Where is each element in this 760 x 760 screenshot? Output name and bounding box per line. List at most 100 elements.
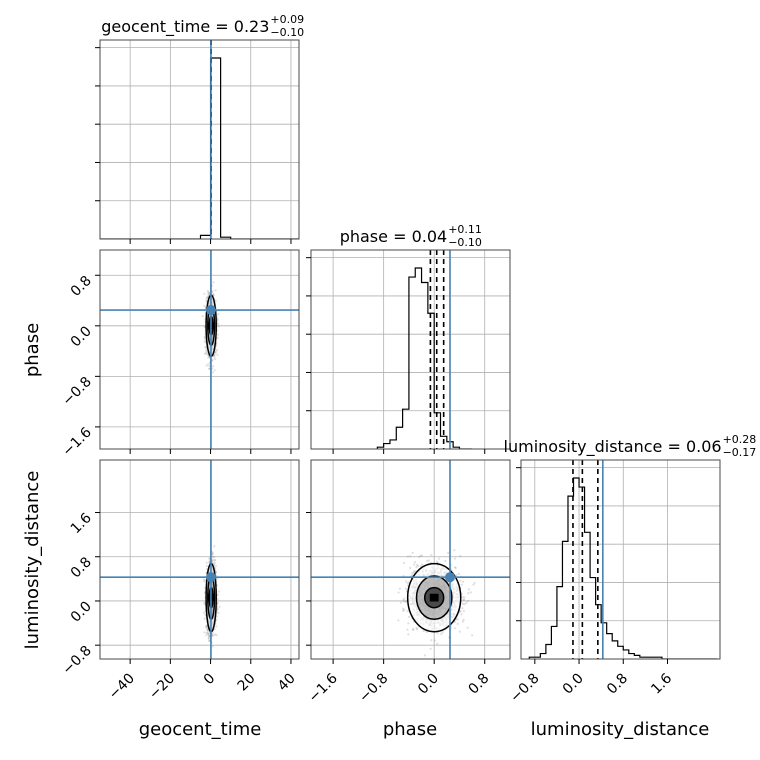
grid-layer bbox=[100, 40, 720, 659]
sample-point bbox=[458, 630, 461, 633]
sample-point bbox=[207, 637, 210, 640]
sample-point bbox=[211, 645, 214, 648]
yaxis-label-luminosity_distance: luminosity_distance bbox=[22, 471, 43, 650]
sample-point bbox=[214, 570, 218, 574]
scatter-panel-geocent_time-phase bbox=[100, 250, 299, 449]
sample-point bbox=[207, 635, 211, 638]
title-plus-luminosity_distance: +0.28 bbox=[723, 433, 757, 446]
sample-point bbox=[211, 289, 214, 293]
sample-point bbox=[217, 611, 220, 615]
sample-point bbox=[461, 620, 464, 623]
sample-point bbox=[207, 634, 210, 637]
sample-point bbox=[216, 593, 219, 596]
sample-point bbox=[402, 561, 406, 564]
sample-point bbox=[213, 354, 216, 357]
title-plus-phase: +0.11 bbox=[448, 223, 482, 236]
sample-point bbox=[466, 599, 469, 602]
sample-point bbox=[406, 584, 409, 587]
sample-point bbox=[213, 627, 216, 631]
sample-point bbox=[214, 564, 218, 568]
sample-point bbox=[430, 553, 433, 556]
sample-point bbox=[207, 639, 211, 643]
ytick-label-phase-3: 0.8 bbox=[68, 273, 95, 300]
sample-point bbox=[208, 367, 211, 370]
sample-point bbox=[425, 630, 428, 634]
sample-point bbox=[416, 563, 419, 567]
title-main-luminosity_distance: luminosity_distance = 0.06 bbox=[504, 437, 722, 457]
sample-point bbox=[457, 572, 461, 575]
sample-point bbox=[213, 633, 217, 636]
sample-point bbox=[217, 590, 221, 593]
sample-point bbox=[413, 563, 416, 566]
sample-point bbox=[456, 622, 459, 625]
sample-point bbox=[467, 588, 470, 591]
xtick-label-geocent_time-4: 40 bbox=[275, 671, 299, 695]
sample-point bbox=[213, 555, 216, 558]
sample-point bbox=[462, 598, 465, 602]
sample-point bbox=[397, 619, 400, 622]
sample-point bbox=[205, 352, 208, 355]
sample-point bbox=[465, 601, 468, 605]
title-luminosity_distance: luminosity_distance = 0.06 +0.28−0.17 bbox=[504, 433, 757, 459]
sample-point bbox=[213, 545, 216, 548]
sample-point bbox=[453, 627, 456, 630]
frame-hist-panel-luminosity_distance bbox=[520, 459, 721, 660]
sample-point bbox=[203, 617, 206, 620]
sample-point bbox=[205, 564, 209, 568]
sample-point bbox=[207, 636, 210, 639]
sample-point bbox=[467, 592, 470, 595]
sample-point bbox=[404, 580, 408, 583]
sample-point bbox=[403, 597, 406, 600]
truth-point-phase-luminosity_distance bbox=[444, 572, 455, 583]
sample-point bbox=[436, 631, 439, 635]
sample-point bbox=[402, 609, 405, 613]
sample-point bbox=[205, 624, 208, 628]
sample-point bbox=[203, 580, 206, 583]
sample-point bbox=[455, 574, 458, 577]
sample-point bbox=[213, 355, 216, 359]
ytick-label-luminosity_distance-0: −0.8 bbox=[59, 643, 94, 678]
sample-point bbox=[202, 602, 206, 605]
ytick-label-luminosity_distance-2: 0.8 bbox=[68, 554, 95, 581]
truth-point-geocent_time-luminosity_distance bbox=[205, 572, 216, 583]
sample-point bbox=[211, 371, 214, 374]
sample-point bbox=[461, 607, 464, 610]
text-layer: −40 −20 0 20 40 −1.6 −0.8 0.0 0.8 −0.8 0.0 0.8 1.6 −1… bbox=[22, 13, 756, 740]
sample-point bbox=[416, 628, 419, 631]
sample-point bbox=[214, 357, 217, 361]
xtick-label-phase-3: 0.8 bbox=[466, 671, 493, 698]
ytick-label-phase-0: −1.6 bbox=[59, 424, 94, 459]
sample-point bbox=[433, 639, 436, 642]
sample-point bbox=[453, 566, 457, 569]
contour-peak bbox=[429, 593, 439, 602]
sample-point bbox=[201, 314, 204, 318]
contour-inner bbox=[423, 586, 445, 609]
sample-point bbox=[205, 634, 208, 637]
sample-point bbox=[211, 358, 214, 361]
sample-point bbox=[438, 557, 441, 560]
sample-point bbox=[411, 551, 414, 555]
xtick-label-geocent_time-3: 20 bbox=[235, 671, 259, 695]
sample-point bbox=[212, 293, 215, 296]
sample-point bbox=[459, 610, 462, 613]
sample-point bbox=[203, 337, 206, 340]
sample-point bbox=[203, 631, 206, 634]
frame-hist-panel-phase bbox=[310, 249, 511, 450]
sample-point bbox=[211, 365, 215, 368]
sample-point bbox=[211, 558, 214, 561]
sample-point bbox=[454, 566, 457, 570]
truth-point-geocent_time-phase bbox=[205, 305, 216, 316]
sample-point bbox=[213, 559, 216, 562]
sample-point bbox=[206, 289, 209, 293]
sample-point bbox=[418, 555, 421, 559]
sample-point bbox=[207, 632, 210, 635]
sample-point bbox=[205, 299, 208, 302]
sample-point bbox=[417, 564, 420, 568]
sample-point bbox=[456, 618, 459, 621]
xaxis-label-geocent_time: geocent_time bbox=[139, 719, 262, 740]
sample-point bbox=[203, 325, 206, 328]
sample-point bbox=[208, 560, 211, 563]
ytick-label-phase-2: 0.0 bbox=[68, 323, 95, 350]
sample-point bbox=[204, 579, 207, 582]
